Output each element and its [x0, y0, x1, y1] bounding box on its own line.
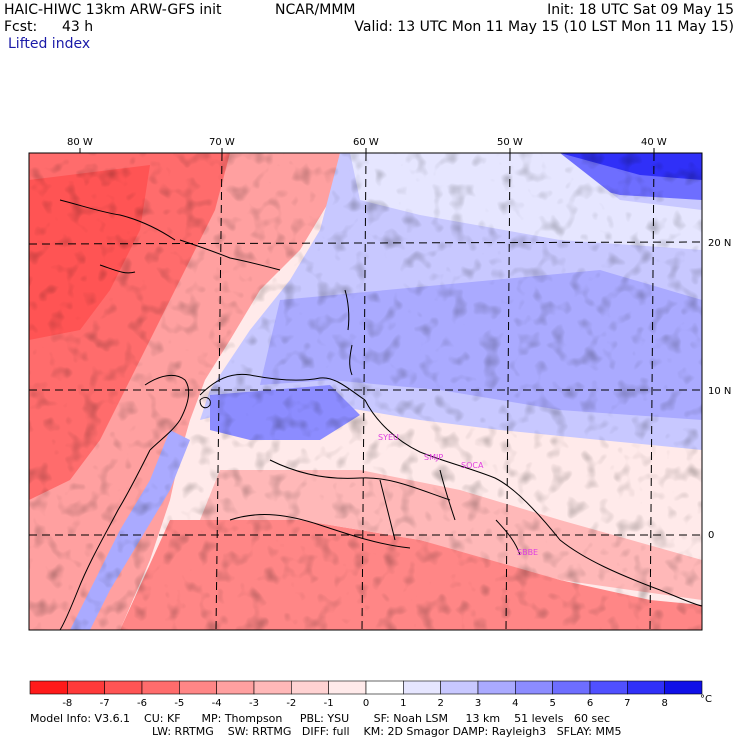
colorbar-tick-label: 2: [437, 698, 443, 709]
colorbar-tick-label: 0: [363, 698, 369, 709]
colorbar-swatch: [664, 680, 703, 695]
colorbar-tick-label: -1: [324, 698, 334, 709]
colorbar-tick-label: -2: [286, 698, 296, 709]
field-name: Lifted index: [8, 36, 91, 52]
model-info-line1: Model Info: V3.6.1 CU: KF MP: Thompson P…: [30, 712, 610, 725]
colorbar-tick-label: 1: [400, 698, 406, 709]
colorbar-swatch: [403, 680, 441, 695]
lat-label-0: 0: [708, 530, 714, 541]
model-info-line2: LW: RRTMG SW: RRTMG DIFF: full KM: 2D Sm…: [152, 725, 622, 738]
colorbar-swatch: [477, 680, 516, 695]
colorbar-unit-label: °C: [700, 694, 712, 705]
station-label-soca: SOCA: [461, 461, 484, 470]
station-label-smjp: SMJP: [424, 453, 443, 462]
lon-label-80w: 80 W: [67, 137, 93, 148]
colorbar-swatch: [365, 680, 404, 695]
colorbar-swatch: [29, 680, 68, 695]
colorbar-swatch: [141, 680, 180, 695]
colorbar-swatch: [552, 680, 591, 695]
colorbar-swatch: [291, 680, 329, 695]
colorbar-swatch: [440, 680, 479, 695]
colorbar-tick-label: 8: [661, 698, 667, 709]
lon-label-70w: 70 W: [209, 137, 235, 148]
colorbar-tick-label: -6: [137, 698, 147, 709]
colorbar-tick-label: 7: [624, 698, 630, 709]
lon-label-50w: 50 W: [497, 137, 523, 148]
lon-label-60w: 60 W: [353, 137, 379, 148]
colorbar-tick-label: 4: [512, 698, 518, 709]
center-label: NCAR/MMM: [275, 2, 356, 18]
graticule: [29, 153, 702, 630]
lat-label-10n: 10 N: [708, 386, 731, 397]
init-time: Init: 18 UTC Sat 09 May 15: [547, 2, 734, 18]
colorbar-swatch: [67, 680, 105, 695]
colorbar-swatch: [253, 680, 292, 695]
valid-time: Valid: 13 UTC Mon 11 May 15 (10 LST Mon …: [354, 19, 734, 35]
colorbar-tick-label: -3: [249, 698, 259, 709]
colorbar-swatch: [104, 680, 143, 695]
colorbar-tick-label: -8: [62, 698, 72, 709]
colorbar-swatch: [589, 680, 628, 695]
colorbar-swatch: [179, 680, 217, 695]
station-label-syeu: SYEU: [378, 433, 399, 442]
colorbar-swatch: [216, 680, 255, 695]
model-title: HAIC-HIWC 13km ARW-GFS init: [4, 2, 222, 18]
lon-ticks: [79, 148, 655, 153]
colorbar-tick-label: 6: [587, 698, 593, 709]
colorbar-swatch: [627, 680, 665, 695]
colorbar-tick-label: -7: [100, 698, 110, 709]
colorbar-swatch: [328, 680, 367, 695]
colorbar-tick-label: 3: [475, 698, 481, 709]
colorbar-swatch: [515, 680, 553, 695]
colorbar-tick-label: -5: [174, 698, 184, 709]
lat-label-20n: 20 N: [708, 238, 731, 249]
colorbar-tick-label: -4: [212, 698, 222, 709]
lon-label-40w: 40 W: [641, 137, 667, 148]
station-label-sbbe: SBBE: [517, 548, 538, 557]
fcst-label: Fcst:: [4, 19, 38, 35]
colorbar-tick-label: 5: [549, 698, 555, 709]
fcst-value: 43 h: [62, 19, 94, 35]
